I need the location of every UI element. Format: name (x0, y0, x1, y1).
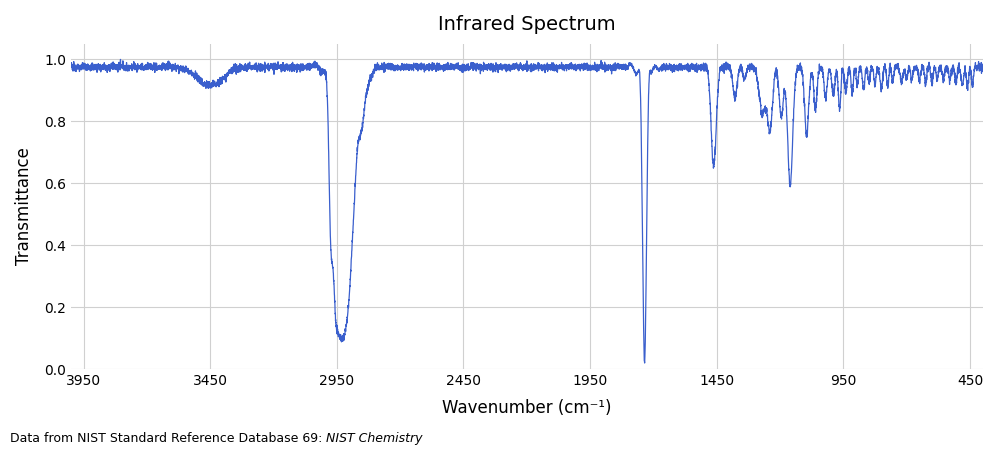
X-axis label: Wavenumber (cm⁻¹): Wavenumber (cm⁻¹) (442, 399, 612, 417)
Text: Data from NIST Standard Reference Database 69:: Data from NIST Standard Reference Databa… (10, 432, 326, 445)
Y-axis label: Transmittance: Transmittance (15, 148, 33, 266)
Title: Infrared Spectrum: Infrared Spectrum (438, 15, 616, 34)
Text: NIST Chemistry: NIST Chemistry (326, 432, 423, 445)
